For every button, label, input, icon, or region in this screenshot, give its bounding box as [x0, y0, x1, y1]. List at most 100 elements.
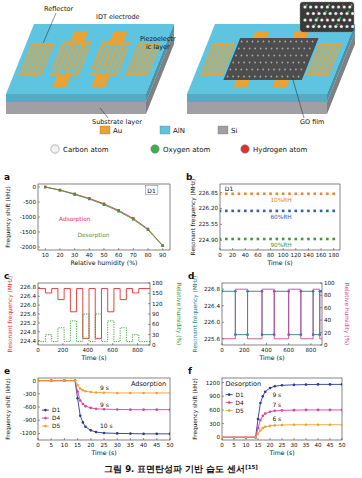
legend-label: D1 [52, 407, 60, 413]
y-axis-title: Frequency shift (kHz) [5, 186, 12, 247]
legend-swatch [160, 126, 170, 134]
film-atom [246, 69, 248, 71]
y-tick [222, 289, 224, 290]
x-tick-label: 20 [87, 442, 95, 448]
film-atom [260, 48, 262, 50]
y-axis-title: Resonant frequency (MHz) [7, 276, 14, 353]
film-atom [301, 41, 303, 43]
label: Piezoelectr [140, 35, 176, 43]
legend-line [226, 402, 233, 403]
atom [331, 18, 334, 21]
data-point [257, 432, 260, 435]
data-point [282, 210, 285, 213]
film-atom [254, 62, 256, 64]
film-atom [265, 48, 267, 50]
plot-frame [222, 378, 342, 440]
film-atom [276, 48, 278, 50]
y2-tick [320, 295, 322, 296]
atom [306, 25, 309, 28]
film-atom [262, 69, 264, 71]
data-point [276, 238, 279, 241]
data-point [254, 436, 257, 439]
piezo-top [187, 24, 355, 94]
leader [292, 77, 304, 119]
data-point [307, 210, 310, 213]
data-point [293, 409, 296, 412]
data-point [103, 391, 106, 394]
idt-bus [101, 42, 130, 45]
panel-letter: f [188, 366, 192, 376]
data-point [116, 408, 119, 411]
y2-tick [148, 303, 150, 304]
annotation-box [145, 186, 158, 195]
film-inset [300, 2, 354, 32]
film-atom [252, 41, 254, 43]
data-point [142, 433, 145, 436]
film-atom [241, 41, 243, 43]
panel-letter: d [188, 271, 194, 281]
data-point [281, 424, 284, 427]
data-point [225, 210, 228, 213]
film-atom [265, 76, 267, 78]
film-atom [257, 55, 259, 57]
y2-tick [148, 283, 150, 284]
label: GO film [300, 118, 324, 126]
film-atom [249, 76, 251, 78]
series-line [45, 187, 162, 246]
data-point [263, 238, 266, 241]
label: Substrate layer [92, 118, 142, 126]
x-tick [156, 438, 157, 440]
atom [317, 12, 320, 15]
data-point [294, 238, 297, 241]
x-tick-label: 90 [159, 252, 167, 258]
film-atom [295, 55, 297, 57]
y-tick [38, 232, 40, 233]
x-tick [45, 248, 46, 250]
legend-marker [228, 409, 231, 412]
film-atom [295, 41, 297, 43]
data-point [63, 379, 66, 382]
film-atom [290, 69, 292, 71]
piezo-front [187, 94, 327, 102]
y-tick [38, 322, 40, 323]
data-point [231, 192, 234, 195]
x-tick-label: 160 [316, 252, 327, 258]
data-point [74, 379, 77, 382]
chart-panel: 020406080100120140160180224.90225.55226.… [186, 172, 340, 266]
data-point [294, 210, 297, 213]
series-line [38, 381, 170, 393]
atom [314, 23, 316, 25]
data-point [84, 390, 87, 393]
film-atom [279, 69, 281, 71]
x-tick-label: 45 [153, 442, 161, 448]
figure: ReflectorIDT electrodePiezoelectric laye… [0, 0, 362, 478]
y-tick [222, 322, 224, 323]
film-atom [292, 62, 294, 64]
film-atom [271, 62, 273, 64]
y-axis-title: Resonant frequency (MHz) [192, 276, 199, 353]
y2-axis-title: Relative humidity (%) [175, 283, 182, 346]
film-atom [232, 62, 234, 64]
shade [187, 94, 327, 102]
data-point [169, 408, 170, 411]
film-atom [281, 76, 283, 78]
y-tick [38, 217, 40, 218]
x-tick [257, 248, 258, 250]
film-atom [232, 76, 234, 78]
data-point [142, 408, 145, 411]
data-point [288, 238, 291, 241]
data-point [332, 192, 335, 195]
x-tick-label: 40 [314, 442, 322, 448]
y-tick-label: 224.8 [20, 329, 36, 335]
x-tick-label: 600 [107, 347, 118, 353]
x-tick [270, 248, 271, 250]
data-point [169, 433, 170, 436]
x-tick [270, 438, 271, 440]
data-point [274, 424, 277, 427]
film-atom [268, 55, 270, 57]
idt-bus [89, 73, 118, 76]
atom [312, 12, 315, 15]
legend-marker [228, 401, 231, 404]
atom [348, 18, 351, 21]
x-tick-label: 60 [254, 252, 262, 258]
